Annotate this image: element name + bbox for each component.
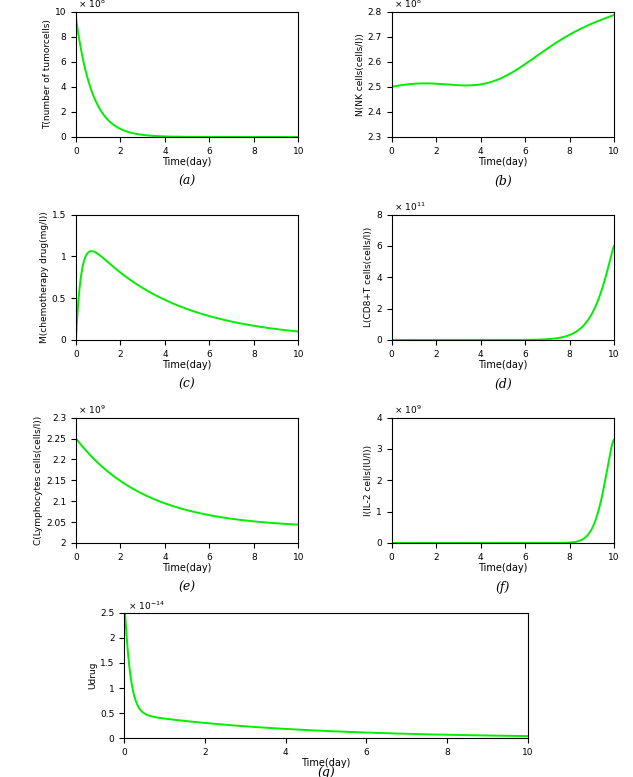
X-axis label: Time(day): Time(day) bbox=[478, 360, 527, 370]
Y-axis label: Udrug: Udrug bbox=[89, 662, 97, 689]
Text: (f): (f) bbox=[496, 580, 510, 594]
Text: $\times\ 10^{9}$: $\times\ 10^{9}$ bbox=[394, 404, 422, 416]
Text: (a): (a) bbox=[179, 175, 196, 187]
Text: (d): (d) bbox=[494, 378, 511, 391]
Y-axis label: C(Lymphocytes cells(cells/l)): C(Lymphocytes cells(cells/l)) bbox=[34, 416, 44, 545]
Y-axis label: N(NK cells(cells/l)): N(NK cells(cells/l)) bbox=[356, 33, 365, 116]
X-axis label: Time(day): Time(day) bbox=[301, 758, 351, 768]
Text: (b): (b) bbox=[494, 175, 511, 187]
X-axis label: Time(day): Time(day) bbox=[163, 360, 212, 370]
Text: $\times\ 10^{9}$: $\times\ 10^{9}$ bbox=[78, 404, 106, 416]
Text: (e): (e) bbox=[179, 580, 196, 594]
Text: $\times\ 10^{8}$: $\times\ 10^{8}$ bbox=[394, 0, 422, 10]
Text: $\times\ 10^{8}$: $\times\ 10^{8}$ bbox=[78, 0, 106, 10]
X-axis label: Time(day): Time(day) bbox=[163, 563, 212, 573]
Y-axis label: I(IL-2 cells(IU/l)): I(IL-2 cells(IU/l)) bbox=[365, 444, 373, 516]
Y-axis label: L(CD8+T cells(cells/l)): L(CD8+T cells(cells/l)) bbox=[365, 227, 373, 327]
Y-axis label: T(number of tumorcells): T(number of tumorcells) bbox=[43, 19, 52, 129]
Text: $\times\ 10^{-14}$: $\times\ 10^{-14}$ bbox=[128, 599, 165, 611]
Y-axis label: M(chemotherapy drug(mg/l)): M(chemotherapy drug(mg/l)) bbox=[40, 211, 49, 343]
Text: (c): (c) bbox=[179, 378, 196, 391]
X-axis label: Time(day): Time(day) bbox=[163, 157, 212, 167]
X-axis label: Time(day): Time(day) bbox=[478, 157, 527, 167]
Text: $\times\ 10^{11}$: $\times\ 10^{11}$ bbox=[394, 201, 425, 214]
Text: (g): (g) bbox=[317, 765, 335, 777]
X-axis label: Time(day): Time(day) bbox=[478, 563, 527, 573]
